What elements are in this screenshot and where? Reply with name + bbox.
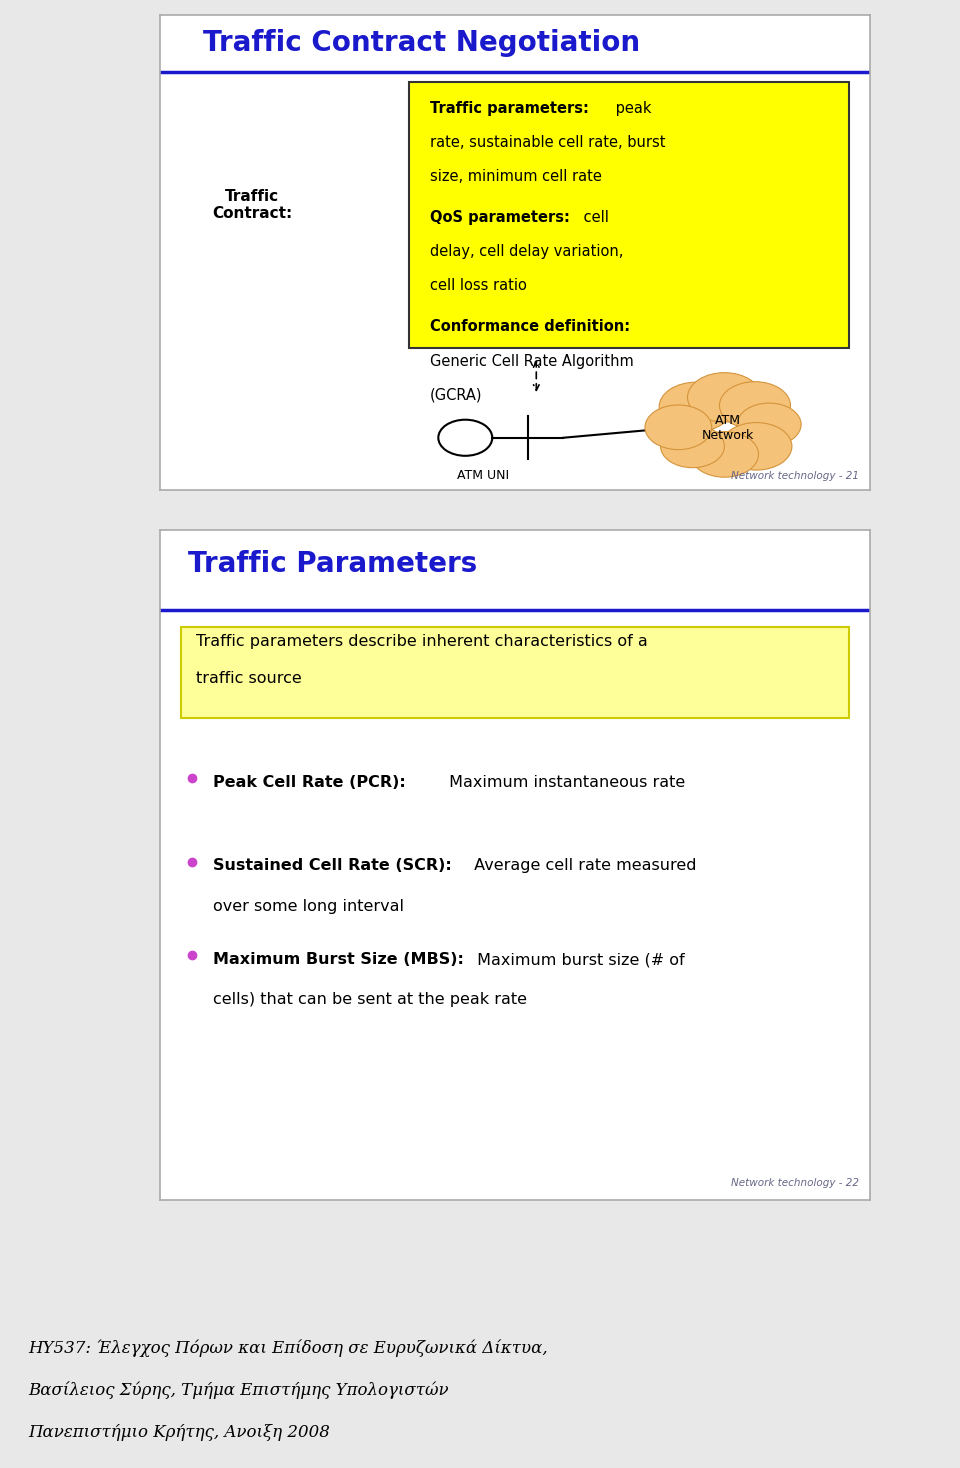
Text: Traffic Contract Negotiation: Traffic Contract Negotiation [203,29,639,57]
Circle shape [645,405,711,449]
Text: ATM
Network: ATM Network [702,414,755,442]
Text: size, minimum cell rate: size, minimum cell rate [430,169,602,184]
Text: Βασίλειος Σύρης, Τμήμα Επιστήμης Υπολογιστών: Βασίλειος Σύρης, Τμήμα Επιστήμης Υπολογι… [29,1381,449,1399]
Circle shape [721,423,792,470]
Text: Peak Cell Rate (PCR):: Peak Cell Rate (PCR): [213,775,406,790]
Text: cells) that can be sent at the peak rate: cells) that can be sent at the peak rate [213,992,527,1007]
Text: Traffic Parameters: Traffic Parameters [188,550,478,578]
Text: Average cell rate measured: Average cell rate measured [468,859,696,873]
Text: delay, cell delay variation,: delay, cell delay variation, [430,244,623,260]
Circle shape [719,382,790,429]
Text: cell loss ratio: cell loss ratio [430,279,527,294]
Text: over some long interval: over some long interval [213,898,404,913]
Text: Generic Cell Rate Algorithm: Generic Cell Rate Algorithm [430,354,634,368]
Text: Traffic parameters describe inherent characteristics of a: Traffic parameters describe inherent cha… [196,634,647,649]
Text: Conformance definition:: Conformance definition: [430,320,630,335]
Circle shape [737,404,802,446]
Text: Maximum Burst Size (MBS):: Maximum Burst Size (MBS): [213,953,464,967]
Text: Traffic parameters:: Traffic parameters: [430,100,588,116]
Circle shape [660,382,733,432]
Text: ATM UNI: ATM UNI [457,468,509,482]
Text: peak: peak [611,100,651,116]
Text: Maximum instantaneous rate: Maximum instantaneous rate [444,775,685,790]
Text: Network technology - 21: Network technology - 21 [732,471,859,482]
Text: QoS parameters:: QoS parameters: [430,210,569,225]
Text: cell: cell [579,210,609,225]
Text: Sustained Cell Rate (SCR):: Sustained Cell Rate (SCR): [213,859,452,873]
Text: HY537: Έλεγχος Πόρων και Επίδοση σε Ευρυζωνικά Δίκτυα,: HY537: Έλεγχος Πόρων και Επίδοση σε Ευρυ… [29,1339,548,1356]
Circle shape [687,373,761,423]
Text: Network technology - 22: Network technology - 22 [732,1177,859,1188]
Text: Traffic
Contract:: Traffic Contract: [212,189,293,222]
Text: traffic source: traffic source [196,671,301,686]
Text: rate, sustainable cell rate, burst: rate, sustainable cell rate, burst [430,135,665,150]
Circle shape [690,432,758,477]
Bar [181,627,849,718]
Text: (GCRA): (GCRA) [430,388,482,402]
Bar [409,82,849,348]
Circle shape [660,424,725,468]
Text: Maximum burst size (# of: Maximum burst size (# of [472,953,685,967]
Text: Πανεπιστήμιο Κρήτης, Ανοιξη 2008: Πανεπιστήμιο Κρήτης, Ανοιξη 2008 [29,1424,330,1440]
